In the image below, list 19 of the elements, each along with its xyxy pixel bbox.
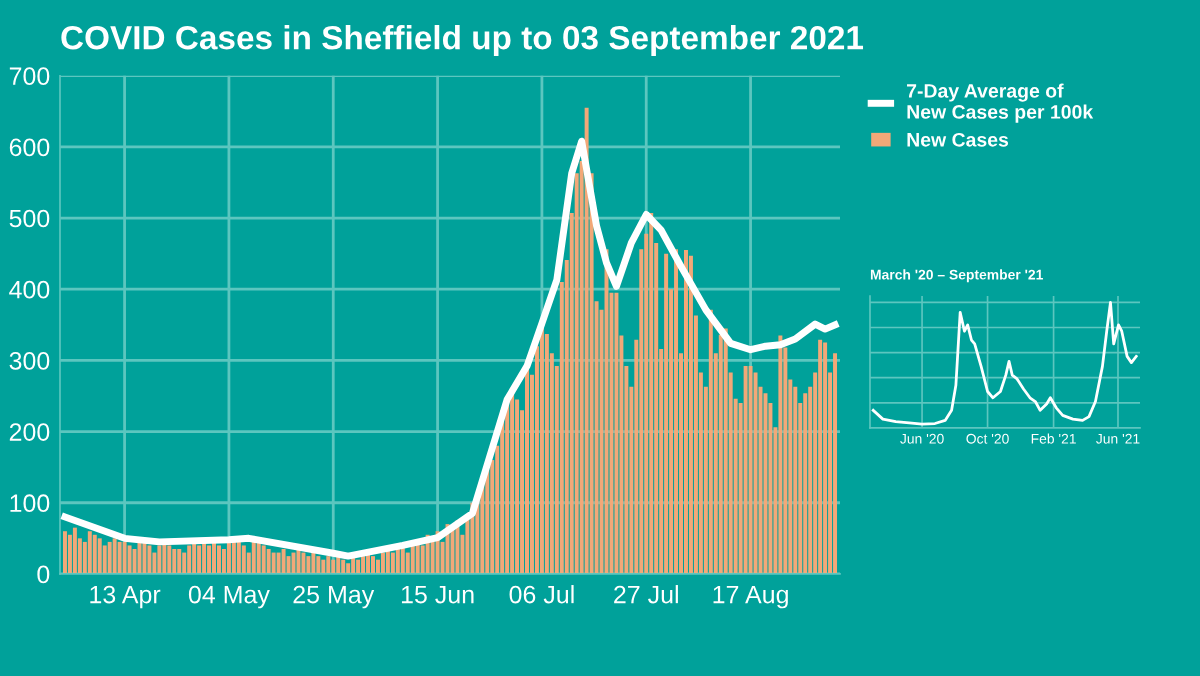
x-tick-label: 25 May: [293, 585, 375, 609]
x-tick-label: 06 Jul: [509, 585, 574, 604]
y-tick-label: 300: [9, 352, 50, 370]
legend-label: New Cases: [907, 132, 1009, 147]
x-tick-label: 13 Apr: [90, 585, 161, 609]
y-tick-label: 400: [9, 280, 50, 299]
y-tick-label: 100: [10, 494, 50, 513]
y-tick-label: 0: [37, 565, 50, 584]
x-tick-label: 04 May: [188, 585, 270, 609]
y-tick-label: 700: [9, 67, 50, 86]
chart-title: COVID Cases in Sheffield up to 03 September 2021: [61, 25, 864, 57]
y-tick-label: 600: [9, 138, 50, 157]
x-tick-label: 15 Jun: [401, 585, 474, 604]
y-tick-label: 200: [9, 423, 50, 441]
y-tick-label: 500: [9, 209, 50, 228]
x-tick-label: 17 Aug: [713, 585, 788, 609]
line-series: [61, 137, 839, 560]
legend-label: 7-Day Average of New Cases per 100k: [907, 83, 1094, 123]
x-tick-label: 27 Jul: [614, 585, 678, 604]
